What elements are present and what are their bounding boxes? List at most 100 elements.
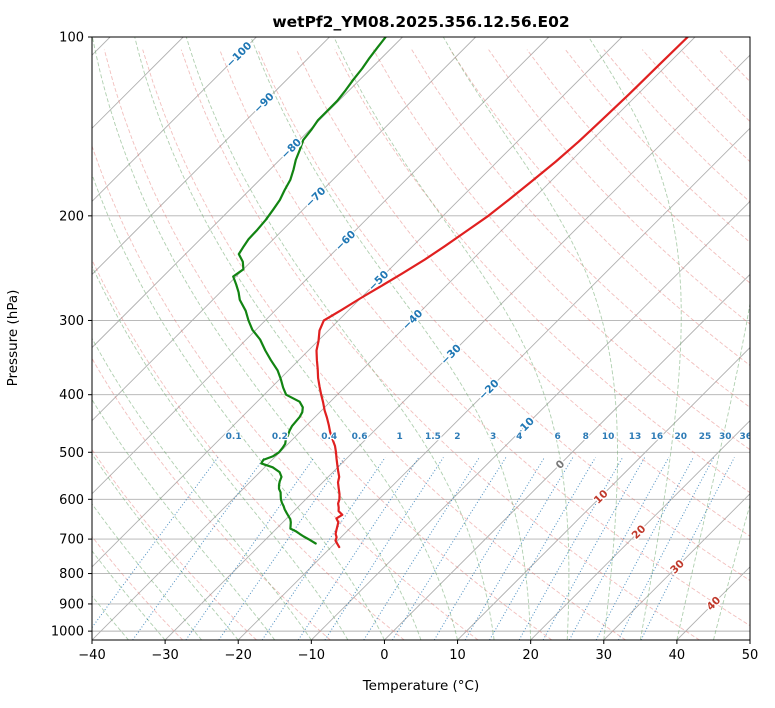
mixing-ratio-label: 0.1 (226, 432, 242, 442)
dry-adiabat (758, 50, 775, 640)
mixing-ratio-label: 8 (583, 432, 589, 442)
y-tick-label: 400 (59, 388, 84, 403)
mixing-ratio-line (542, 457, 646, 640)
moist-adiabat (134, 37, 459, 640)
isotherm-line (92, 37, 696, 640)
isotherm-line (457, 346, 750, 640)
x-tick-label: 10 (449, 648, 466, 663)
sounding-profiles (232, 37, 689, 549)
x-tick-label: 20 (522, 648, 539, 663)
isotherm-line (749, 639, 750, 640)
y-tick-label: 200 (59, 209, 84, 224)
dry-adiabat (219, 49, 750, 627)
y-tick-label: 900 (59, 597, 84, 612)
isotherm-line (530, 420, 750, 640)
dry-adiabat (257, 49, 750, 582)
isotherm-label: 10 (592, 488, 611, 507)
mixing-ratio-line (433, 457, 545, 640)
moist-adiabat (442, 37, 618, 640)
dry-adiabat (92, 448, 257, 640)
dry-adiabat (92, 535, 184, 640)
moist-adiabat (92, 550, 166, 640)
dry-adiabat (295, 49, 750, 537)
x-tick-label: 0 (380, 648, 388, 663)
mixing-ratio-label: 0.2 (272, 432, 288, 442)
moist-adiabat (676, 301, 750, 640)
isotherm-label: −40 (400, 307, 425, 332)
dry-adiabat (142, 49, 626, 640)
mixing-ratio-label: 25 (699, 432, 712, 442)
dry-adiabat (718, 49, 750, 83)
mixing-ratio-line (568, 457, 670, 640)
mixing-ratio-label: 6 (554, 432, 560, 442)
isotherm-line (676, 566, 750, 640)
y-tick-label: 800 (59, 567, 84, 582)
dry-adiabat (92, 144, 479, 640)
moist-adiabat (185, 37, 495, 640)
moist-adiabat (92, 398, 276, 640)
axes: −40 −30 −20 −10 0 10 20 30 40 5010020030040050060… (51, 31, 758, 664)
mixing-ratio-label: 10 (602, 432, 615, 442)
moist-adiabat-lines (92, 37, 750, 640)
isotherm-label: −90 (252, 91, 277, 116)
isotherm-line (92, 37, 476, 422)
isotherm-line (92, 37, 257, 202)
isotherm-line (164, 54, 750, 640)
dry-adiabat (103, 49, 553, 640)
y-tick-label: 700 (59, 533, 84, 548)
mixing-ratio-line (595, 457, 694, 640)
y-axis-label: Pressure (hPa) (5, 290, 21, 387)
y-tick-label: 300 (59, 314, 84, 329)
mixing-ratio-label: 3 (490, 432, 496, 442)
isotherm-label: −70 (303, 185, 328, 210)
moist-adiabat (712, 503, 750, 640)
mixing-ratio-line (297, 457, 420, 640)
isotherm-line (384, 273, 750, 640)
moist-adiabat (92, 37, 422, 640)
moist-adiabat (588, 37, 682, 640)
y-tick-label: 100 (59, 31, 84, 46)
dry-adiabat (641, 49, 750, 163)
dry-adiabat (92, 357, 331, 640)
isotherm-label: −50 (366, 268, 391, 293)
isotherm-label: 40 (705, 594, 724, 613)
dry-adiabat (488, 49, 750, 325)
dry-adiabat (334, 49, 750, 494)
isotherm-label: −100 (224, 40, 254, 70)
dewpoint-curve (232, 37, 387, 545)
isotherm-line (92, 37, 623, 568)
mixing-ratio-label: 13 (629, 432, 642, 442)
x-tick-label: −10 (298, 648, 325, 663)
moist-adiabat (92, 337, 312, 640)
mixing-ratio-line (464, 457, 574, 640)
isotherm-label: −30 (439, 342, 464, 367)
mixing-ratio-line (132, 457, 265, 640)
x-tick-label: −20 (225, 648, 252, 663)
background-grid (92, 37, 750, 640)
isotherm-line (603, 493, 750, 640)
mixing-ratio-label: 4 (516, 432, 522, 442)
mixing-ratio-line (261, 457, 386, 640)
isotherm-line (92, 37, 403, 349)
x-axis-label: Temperature (°C) (362, 678, 480, 694)
mixing-ratio-label: 2 (454, 432, 460, 442)
plot-root: −100−90−80−70−60−50−40−30−20−10010203040… (51, 31, 775, 664)
plot-labels: −100−90−80−70−60−50−40−30−20−10010203040… (223, 38, 750, 614)
dry-adiabat (372, 49, 750, 451)
mixing-ratio-line (489, 457, 596, 640)
mixing-ratio-label: 20 (674, 432, 687, 442)
dry-adiabat (449, 49, 750, 366)
isotherm-line (92, 37, 550, 495)
isotherm-label: 0 (554, 458, 568, 472)
mixing-ratio-line (640, 457, 735, 640)
mixing-ratio-line (618, 457, 715, 640)
mixing-ratio-label: 16 (651, 432, 664, 442)
y-tick-label: 1000 (51, 625, 84, 640)
mixing-ratio-line (185, 457, 315, 640)
mixing-ratio-lines (92, 457, 735, 640)
x-tick-label: 40 (669, 648, 686, 663)
moist-adiabat (92, 265, 349, 640)
mixing-ratio-label: 1.5 (425, 432, 441, 442)
dry-adiabat-lines (92, 49, 775, 640)
